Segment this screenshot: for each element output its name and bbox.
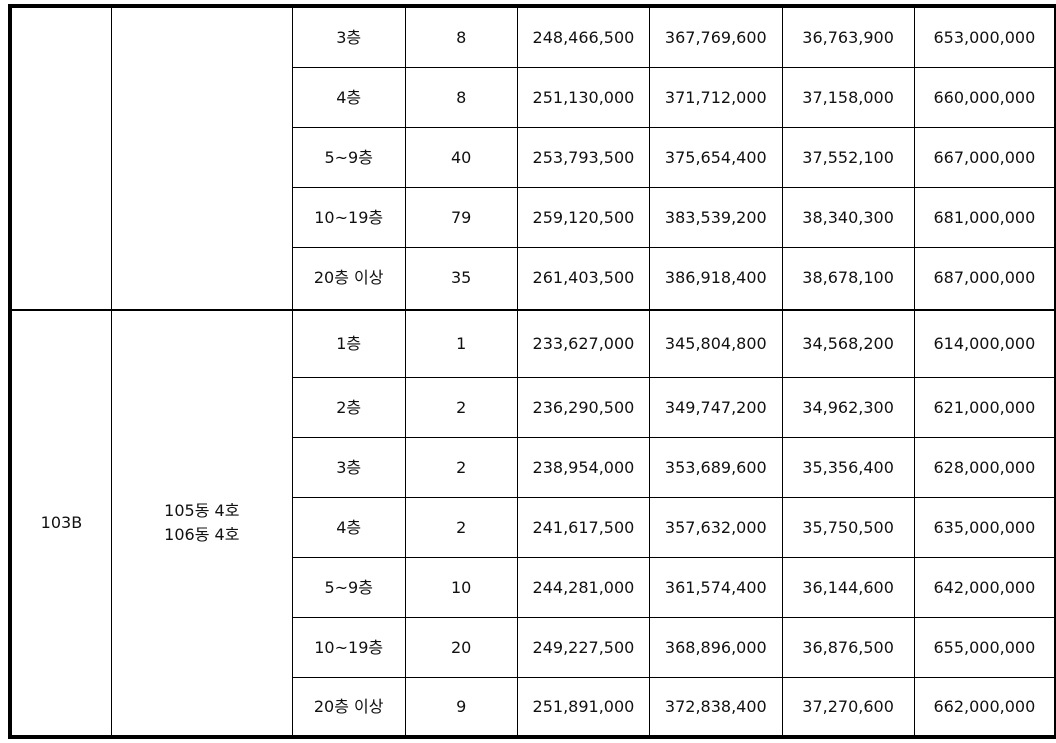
count-cell: 2 <box>404 497 518 558</box>
value2-cell: 353,689,600 <box>649 437 783 498</box>
value2-cell: 368,896,000 <box>649 617 783 678</box>
floor-cell: 5~9층 <box>291 127 406 188</box>
total-cell: 621,000,000 <box>913 377 1056 438</box>
value1-cell: 241,617,500 <box>516 497 651 558</box>
count-cell: 79 <box>404 187 518 248</box>
value2-cell: 383,539,200 <box>649 187 783 248</box>
table-row: 4층 2 241,617,500 357,632,000 35,750,500 … <box>12 497 1056 558</box>
value1-cell: 248,466,500 <box>516 7 651 68</box>
table-row: 20층 이상 9 251,891,000 372,838,400 37,270,… <box>12 677 1056 736</box>
value2-cell: 375,654,400 <box>649 127 783 188</box>
value1-cell: 236,290,500 <box>516 377 651 438</box>
floor-cell: 3층 <box>291 7 406 68</box>
value1-cell: 259,120,500 <box>516 187 651 248</box>
count-cell: 35 <box>404 247 518 310</box>
total-cell: 653,000,000 <box>913 7 1056 68</box>
value2-cell: 367,769,600 <box>649 7 783 68</box>
floor-cell: 10~19층 <box>291 187 406 248</box>
total-cell: 687,000,000 <box>913 247 1056 310</box>
count-cell: 8 <box>404 7 518 68</box>
floor-cell: 20층 이상 <box>291 677 406 736</box>
value2-cell: 357,632,000 <box>649 497 783 558</box>
total-cell: 667,000,000 <box>913 127 1056 188</box>
count-cell: 9 <box>404 677 518 736</box>
floor-cell: 3층 <box>291 437 406 498</box>
value3-cell: 36,876,500 <box>781 617 915 678</box>
value1-cell: 251,130,000 <box>516 67 651 128</box>
floor-cell: 1층 <box>291 308 406 378</box>
table-row: 2층 2 236,290,500 349,747,200 34,962,300 … <box>12 377 1056 438</box>
value3-cell: 36,144,600 <box>781 557 915 618</box>
total-cell: 681,000,000 <box>913 187 1056 248</box>
value2-cell: 361,574,400 <box>649 557 783 618</box>
table-frame <box>8 4 1056 739</box>
units-cell <box>110 7 293 310</box>
value3-cell: 37,552,100 <box>781 127 915 188</box>
count-cell: 2 <box>404 377 518 438</box>
table-row: 103B 105동 4호 106동 4호 1층 1 233,627,000 34… <box>11 308 1056 736</box>
floor-cell: 2층 <box>291 377 406 438</box>
value1-cell: 253,793,500 <box>516 127 651 188</box>
value3-cell: 38,678,100 <box>781 247 915 310</box>
floor-cell: 4층 <box>291 497 406 558</box>
value1-cell: 233,627,000 <box>516 308 651 378</box>
value1-cell: 244,281,000 <box>516 557 651 618</box>
table-row: 10~19층 20 249,227,500 368,896,000 36,876… <box>12 617 1056 678</box>
count-cell: 2 <box>404 437 518 498</box>
count-cell: 10 <box>404 557 518 618</box>
value1-cell: 261,403,500 <box>516 247 651 310</box>
total-cell: 655,000,000 <box>913 617 1056 678</box>
value2-cell: 345,804,800 <box>649 308 783 378</box>
value3-cell: 36,763,900 <box>781 7 915 68</box>
table-row: 5~9층 40 253,793,500 375,654,400 37,552,1… <box>12 127 1056 188</box>
total-cell: 635,000,000 <box>913 497 1056 558</box>
floor-cell: 5~9층 <box>291 557 406 618</box>
value3-cell: 34,962,300 <box>781 377 915 438</box>
total-cell: 660,000,000 <box>913 67 1056 128</box>
table-row: 3층 8 248,466,500 367,769,600 36,763,900 … <box>11 7 1056 310</box>
count-cell: 1 <box>404 308 518 378</box>
total-cell: 662,000,000 <box>913 677 1056 736</box>
count-cell: 40 <box>404 127 518 188</box>
total-cell: 614,000,000 <box>913 308 1056 378</box>
type-cell <box>11 7 112 310</box>
value3-cell: 35,356,400 <box>781 437 915 498</box>
value2-cell: 371,712,000 <box>649 67 783 128</box>
value2-cell: 386,918,400 <box>649 247 783 310</box>
value1-cell: 238,954,000 <box>516 437 651 498</box>
price-table-body: 3층 8 248,466,500 367,769,600 36,763,900 … <box>11 7 1056 736</box>
floor-cell: 20층 이상 <box>291 247 406 310</box>
total-cell: 628,000,000 <box>913 437 1056 498</box>
value3-cell: 37,270,600 <box>781 677 915 736</box>
count-cell: 8 <box>404 67 518 128</box>
floor-cell: 10~19층 <box>291 617 406 678</box>
value3-cell: 35,750,500 <box>781 497 915 558</box>
table-row: 20층 이상 35 261,403,500 386,918,400 38,678… <box>12 247 1056 310</box>
total-cell: 642,000,000 <box>913 557 1056 618</box>
value3-cell: 34,568,200 <box>781 308 915 378</box>
value1-cell: 249,227,500 <box>516 617 651 678</box>
value2-cell: 349,747,200 <box>649 377 783 438</box>
value3-cell: 37,158,000 <box>781 67 915 128</box>
type-cell: 103B <box>11 308 112 736</box>
count-cell: 20 <box>404 617 518 678</box>
table-row: 10~19층 79 259,120,500 383,539,200 38,340… <box>12 187 1056 248</box>
value1-cell: 251,891,000 <box>516 677 651 736</box>
floor-cell: 4층 <box>291 67 406 128</box>
value3-cell: 38,340,300 <box>781 187 915 248</box>
value2-cell: 372,838,400 <box>649 677 783 736</box>
price-table: 3층 8 248,466,500 367,769,600 36,763,900 … <box>11 7 1056 736</box>
table-row: 5~9층 10 244,281,000 361,574,400 36,144,6… <box>12 557 1056 618</box>
units-cell: 105동 4호 106동 4호 <box>110 308 293 736</box>
